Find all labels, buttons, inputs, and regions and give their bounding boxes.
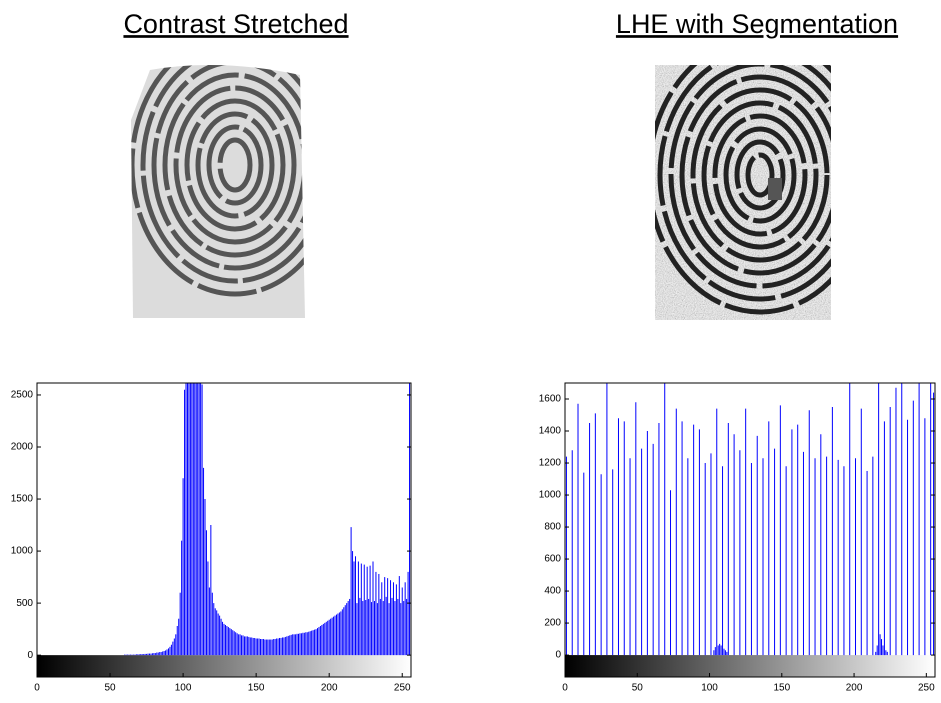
stems <box>124 383 411 656</box>
y-tick-label: 600 <box>544 554 561 565</box>
y-tick-label: 1000 <box>11 546 34 557</box>
y-tick-label: 1500 <box>11 494 34 505</box>
x-tick-label: 100 <box>701 683 718 694</box>
y-tick-label: 200 <box>544 618 561 629</box>
x-tick-label: 250 <box>918 683 935 694</box>
x-tick-label: 0 <box>34 683 40 694</box>
colorbar <box>565 655 935 677</box>
y-tick-label: 500 <box>16 598 33 609</box>
x-tick-label: 250 <box>394 683 411 694</box>
x-tick-label: 50 <box>104 683 116 694</box>
y-tick-label: 2000 <box>11 442 34 453</box>
histogram: 0 200 400 600 800 1000 1200 1400 1600 0 50 100 150 20… <box>539 382 936 694</box>
y-tick-label: 1600 <box>539 394 562 405</box>
x-tick-label: 150 <box>248 683 265 694</box>
x-tick-label: 100 <box>175 683 192 694</box>
panel-title: Contrast Stretched <box>123 9 348 39</box>
y-tick-label: 0 <box>555 650 561 661</box>
plot-area <box>565 383 935 677</box>
x-tick-label: 200 <box>321 683 338 694</box>
y-tick-label: 1200 <box>539 458 562 469</box>
fingerprint-image <box>131 65 305 318</box>
y-tick-label: 1400 <box>539 426 562 437</box>
x-tick-label: 200 <box>846 683 863 694</box>
fingerprint-image <box>655 65 831 320</box>
stems <box>565 383 935 656</box>
y-tick-label: 2500 <box>11 390 34 401</box>
colorbar <box>37 655 411 677</box>
x-tick-label: 0 <box>562 683 568 694</box>
y-tick-label: 800 <box>544 522 561 533</box>
axes-box <box>36 382 412 678</box>
histogram: 0 500 1000 1500 2000 2500 0 50 100 150 200 250 <box>11 382 412 694</box>
x-tick-label: 50 <box>632 683 644 694</box>
x-tick-label: 150 <box>773 683 790 694</box>
y-tick-label: 400 <box>544 586 561 597</box>
axes-box <box>564 382 936 678</box>
panel-title: LHE with Segmentation <box>616 9 898 39</box>
y-tick-label: 1000 <box>539 490 562 501</box>
y-tick-label: 0 <box>27 650 33 661</box>
